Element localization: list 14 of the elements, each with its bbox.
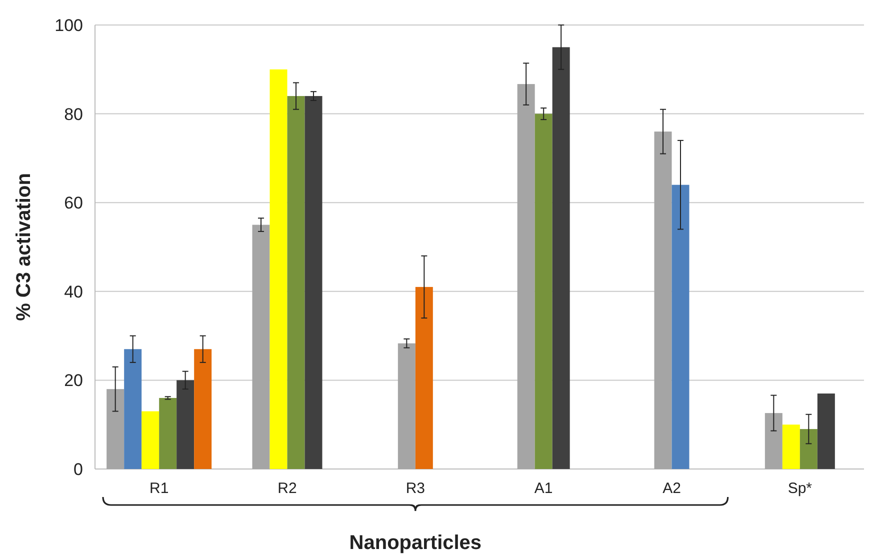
x-tick-label: A1 — [534, 480, 553, 497]
x-tick-label: R3 — [406, 480, 426, 497]
x-axis-title: Nanoparticles — [349, 532, 482, 554]
x-tick-label: Sp* — [788, 480, 812, 497]
y-tick-label: 20 — [64, 371, 83, 390]
y-axis-title: % C3 activation — [13, 173, 35, 321]
y-tick-label: 60 — [64, 194, 83, 213]
y-tick-label: 100 — [54, 16, 83, 35]
x-tick-label: A2 — [662, 480, 681, 497]
y-tick-label: 0 — [74, 460, 83, 479]
y-tick-label: 40 — [64, 282, 83, 302]
x-tick-label: R2 — [278, 480, 297, 497]
y-tick-label: 80 — [64, 104, 83, 124]
x-tick-label: R1 — [149, 480, 169, 497]
